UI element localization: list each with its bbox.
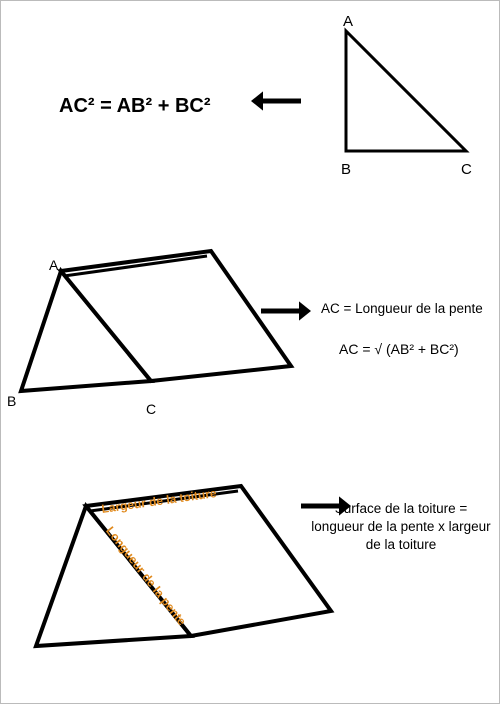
slope-length-label: AC = Longueur de la pente (321, 301, 483, 316)
prism-vertex-c: C (146, 401, 156, 417)
roof-area-line1: Surface de la toiture = (335, 501, 467, 516)
roof-area-line2: longueur de la pente x largeur (311, 519, 490, 534)
prism-vertex-b: B (7, 393, 16, 409)
prism-vertex-a: A (49, 257, 58, 273)
roof-area-line3: de la toiture (366, 537, 437, 552)
vertex-label-c: C (461, 161, 472, 178)
pythagoras-formula: AC² = AB² + BC² (59, 95, 210, 118)
vertex-label-a: A (343, 13, 353, 30)
slope-length-formula: AC = √ (AB² + BC²) (339, 341, 459, 357)
vertex-label-b: B (341, 161, 351, 178)
